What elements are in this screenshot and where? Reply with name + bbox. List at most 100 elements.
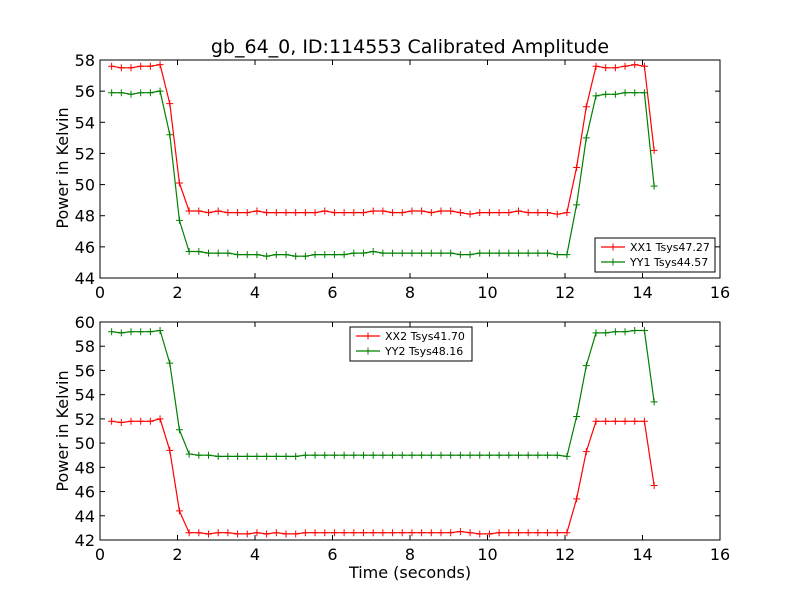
x-tick-label: 6 (327, 545, 337, 564)
data-point (127, 328, 135, 336)
data-point (350, 249, 358, 257)
data-point (602, 417, 610, 425)
data-point (253, 207, 261, 215)
data-point (137, 417, 145, 425)
x-tick-label: 2 (172, 545, 182, 564)
data-point (631, 417, 639, 425)
data-point (544, 451, 552, 459)
data-point (476, 451, 484, 459)
data-point (117, 329, 125, 337)
data-point (195, 529, 203, 537)
data-point (330, 251, 338, 259)
data-point (214, 249, 222, 257)
data-point (108, 62, 116, 70)
data-point (146, 417, 154, 425)
data-point (466, 210, 474, 218)
data-point (476, 209, 484, 217)
data-point (515, 207, 522, 215)
data-point (243, 209, 251, 217)
y-tick-label: 46 (75, 238, 95, 257)
data-point (127, 417, 135, 425)
data-point (418, 529, 426, 537)
data-point (447, 249, 455, 257)
data-point (437, 207, 445, 215)
data-point (301, 209, 309, 217)
y-tick-label: 52 (75, 410, 95, 429)
data-point (311, 529, 319, 537)
bottom-y-axis-label: Power in Kelvin (53, 370, 72, 491)
data-point (321, 529, 329, 537)
data-point (137, 328, 145, 336)
data-point (621, 328, 629, 336)
data-point (108, 89, 116, 97)
y-tick-label: 46 (75, 483, 95, 502)
data-point (602, 64, 610, 72)
data-point (398, 451, 406, 459)
data-point (340, 529, 348, 537)
data-point (389, 209, 397, 217)
data-point (243, 530, 251, 538)
data-point (166, 131, 174, 139)
data-point (263, 209, 271, 217)
legend-marker (609, 258, 617, 266)
data-point (466, 251, 474, 259)
data-point (447, 529, 455, 537)
data-point (108, 328, 116, 336)
legend-entry: XX2 Tsys41.70 (356, 330, 465, 343)
data-point (621, 62, 629, 70)
data-point (427, 529, 435, 537)
data-point (379, 529, 387, 537)
legend-marker (609, 243, 617, 251)
x-tick-label: 8 (405, 545, 415, 564)
data-point (272, 251, 280, 259)
x-tick-label: 2 (172, 283, 182, 302)
data-point (156, 326, 164, 334)
data-point (243, 452, 251, 460)
data-point (166, 359, 174, 367)
data-point (340, 251, 348, 259)
data-point (592, 417, 600, 425)
data-point (253, 529, 261, 537)
data-point (544, 529, 552, 537)
data-point (146, 89, 154, 97)
data-point (330, 529, 338, 537)
bottom-plot: Power in Kelvin Time (seconds) 0 2 4 6 8 10 12… (53, 313, 730, 582)
data-point (311, 209, 319, 217)
y-tick-label: 60 (75, 313, 95, 332)
x-tick-label: 0 (95, 545, 105, 564)
data-point (515, 451, 522, 459)
legend-label: YY2 Tsys48.16 (384, 345, 463, 358)
data-point (631, 89, 639, 97)
series-1 (108, 61, 658, 218)
data-point (602, 329, 610, 337)
data-point (573, 412, 581, 420)
x-tick-label: 14 (632, 283, 652, 302)
data-point (146, 62, 154, 70)
y-tick-label: 50 (75, 176, 95, 195)
data-point (156, 415, 164, 423)
data-point (408, 451, 416, 459)
data-point (330, 209, 338, 217)
top-y-axis-label: Power in Kelvin (53, 107, 72, 228)
data-point (437, 249, 445, 257)
data-point (427, 249, 435, 257)
data-point (621, 417, 629, 425)
data-point (524, 209, 532, 217)
data-point (611, 417, 619, 425)
data-point (408, 529, 416, 537)
legend-box (594, 237, 716, 273)
data-point (340, 209, 348, 217)
data-point (573, 163, 581, 171)
data-point (205, 451, 212, 459)
data-point (582, 134, 590, 142)
data-point (398, 209, 406, 217)
data-point (369, 207, 377, 215)
data-point (234, 452, 242, 460)
legend-marker (364, 347, 372, 355)
y-tick-label: 54 (75, 113, 95, 132)
x-tick-label: 12 (555, 545, 575, 564)
legend-label: XX2 Tsys41.70 (385, 330, 465, 343)
data-point (301, 252, 309, 260)
data-point (224, 529, 232, 537)
